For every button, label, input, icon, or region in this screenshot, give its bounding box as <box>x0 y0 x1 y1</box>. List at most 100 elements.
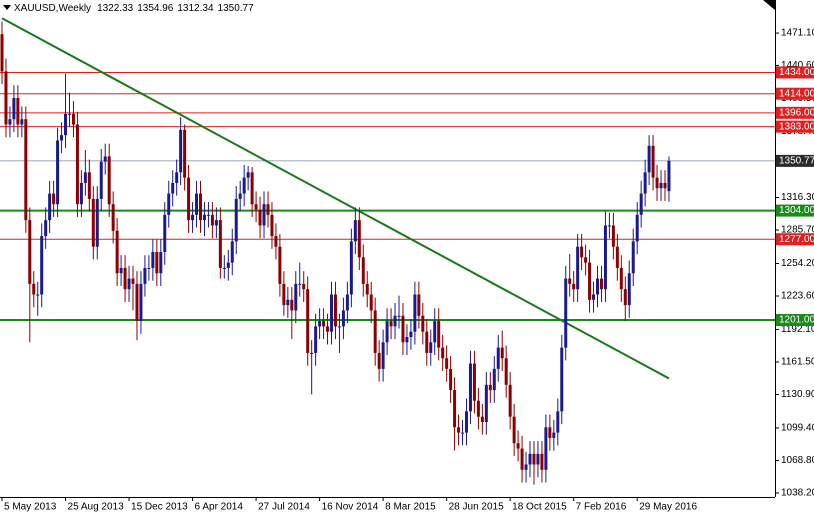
candle-body <box>222 267 226 269</box>
candle-body <box>67 113 71 115</box>
x-tick-label: 7 Feb 2016 <box>576 502 627 513</box>
candle-body <box>103 156 107 162</box>
candle-body <box>16 97 20 125</box>
candle-body <box>655 177 659 189</box>
candle-body <box>234 198 238 242</box>
trendline <box>1 17 670 380</box>
candle-body <box>210 214 214 226</box>
candle-body <box>278 246 282 284</box>
candle-body <box>615 246 619 268</box>
candle-body <box>345 294 349 311</box>
candle-body <box>318 321 322 327</box>
y-tick-label: 1223.60 <box>781 291 814 302</box>
y-tick-label: 1161.50 <box>781 357 814 368</box>
candle-body <box>199 193 202 221</box>
x-tick-label: 5 May 2013 <box>4 502 57 513</box>
candle-body <box>639 193 643 215</box>
candle-body <box>381 342 385 369</box>
candle-body <box>36 294 40 296</box>
candle-body <box>119 267 123 274</box>
candle-body <box>71 113 75 125</box>
candle-body <box>306 289 310 353</box>
corner-marker <box>763 0 775 10</box>
low: 1312.34 <box>177 3 214 14</box>
level-label: 1277.00 <box>779 234 814 245</box>
candle-body <box>262 204 266 226</box>
candle-body <box>44 220 48 237</box>
candle-body <box>576 246 580 290</box>
candle-body <box>572 283 576 290</box>
candle-body <box>488 384 492 391</box>
candle-body <box>107 156 111 205</box>
candle-body <box>623 289 627 306</box>
candle-body <box>206 214 210 216</box>
candle-body <box>349 241 353 295</box>
candle-body <box>504 358 508 385</box>
candle-body <box>40 236 44 295</box>
candle-body <box>449 368 453 391</box>
candle-body <box>135 283 139 322</box>
candle-body <box>377 352 381 369</box>
candle-body <box>341 310 345 327</box>
candle-body <box>250 172 254 205</box>
candle-body <box>659 182 663 189</box>
y-tick-label: 1068.80 <box>781 455 814 466</box>
candle-body <box>226 262 230 268</box>
level-label: 1396.00 <box>779 107 814 118</box>
candle-body <box>389 321 393 327</box>
candle-body <box>111 204 115 231</box>
candle-body <box>429 342 433 353</box>
candle-body <box>588 262 592 300</box>
level-label-box <box>776 106 814 119</box>
candle-body <box>580 246 584 258</box>
candle-body <box>484 384 488 422</box>
candle-body <box>599 278 603 290</box>
candle-body <box>171 182 175 194</box>
candle-body <box>179 129 183 173</box>
candle-body <box>52 193 56 205</box>
candle-body <box>353 220 357 242</box>
candle-body <box>357 220 361 258</box>
candle-body <box>64 113 68 136</box>
candle-body <box>544 427 548 470</box>
y-tick-label: 1254.20 <box>781 258 814 269</box>
candle-body <box>627 273 631 306</box>
level-label-box <box>776 314 814 327</box>
candle-body <box>183 129 187 178</box>
candle-body <box>651 145 655 178</box>
candle-body <box>8 119 12 125</box>
x-tick-label: 16 Nov 2014 <box>322 502 379 513</box>
candle-body <box>191 214 195 221</box>
y-tick-label: 1130.90 <box>781 389 814 400</box>
candle-body <box>4 71 8 125</box>
candle-body <box>302 283 306 290</box>
level-label: 1414.00 <box>779 88 814 99</box>
candle-body <box>405 336 409 343</box>
candle-body <box>361 257 365 284</box>
candle-body <box>393 315 397 327</box>
candle-body <box>0 34 4 72</box>
x-tick-label: 28 Jun 2015 <box>449 502 504 513</box>
x-tick-label: 29 May 2016 <box>639 502 697 513</box>
level-label-box <box>776 233 814 246</box>
y-tick-label: 1285.70 <box>781 225 814 236</box>
y-tick-label: 1440.60 <box>781 60 814 71</box>
candle-body <box>258 209 262 226</box>
candle-body <box>556 411 560 433</box>
candle-body <box>326 326 330 332</box>
candle-body <box>564 278 568 348</box>
candle-body <box>472 363 476 401</box>
candle-body <box>20 119 24 125</box>
candle-body <box>453 390 457 428</box>
candle-body <box>437 321 441 348</box>
candle-body <box>202 214 206 221</box>
candle-body <box>532 453 536 465</box>
price-label: 1350.77 <box>779 156 814 167</box>
candle-body <box>528 453 532 465</box>
candle-body <box>147 267 151 269</box>
candle-body <box>123 267 127 290</box>
candle-body <box>409 331 413 337</box>
candle-body <box>238 193 242 199</box>
menu-arrow[interactable] <box>3 5 11 10</box>
candle-body <box>548 427 552 438</box>
